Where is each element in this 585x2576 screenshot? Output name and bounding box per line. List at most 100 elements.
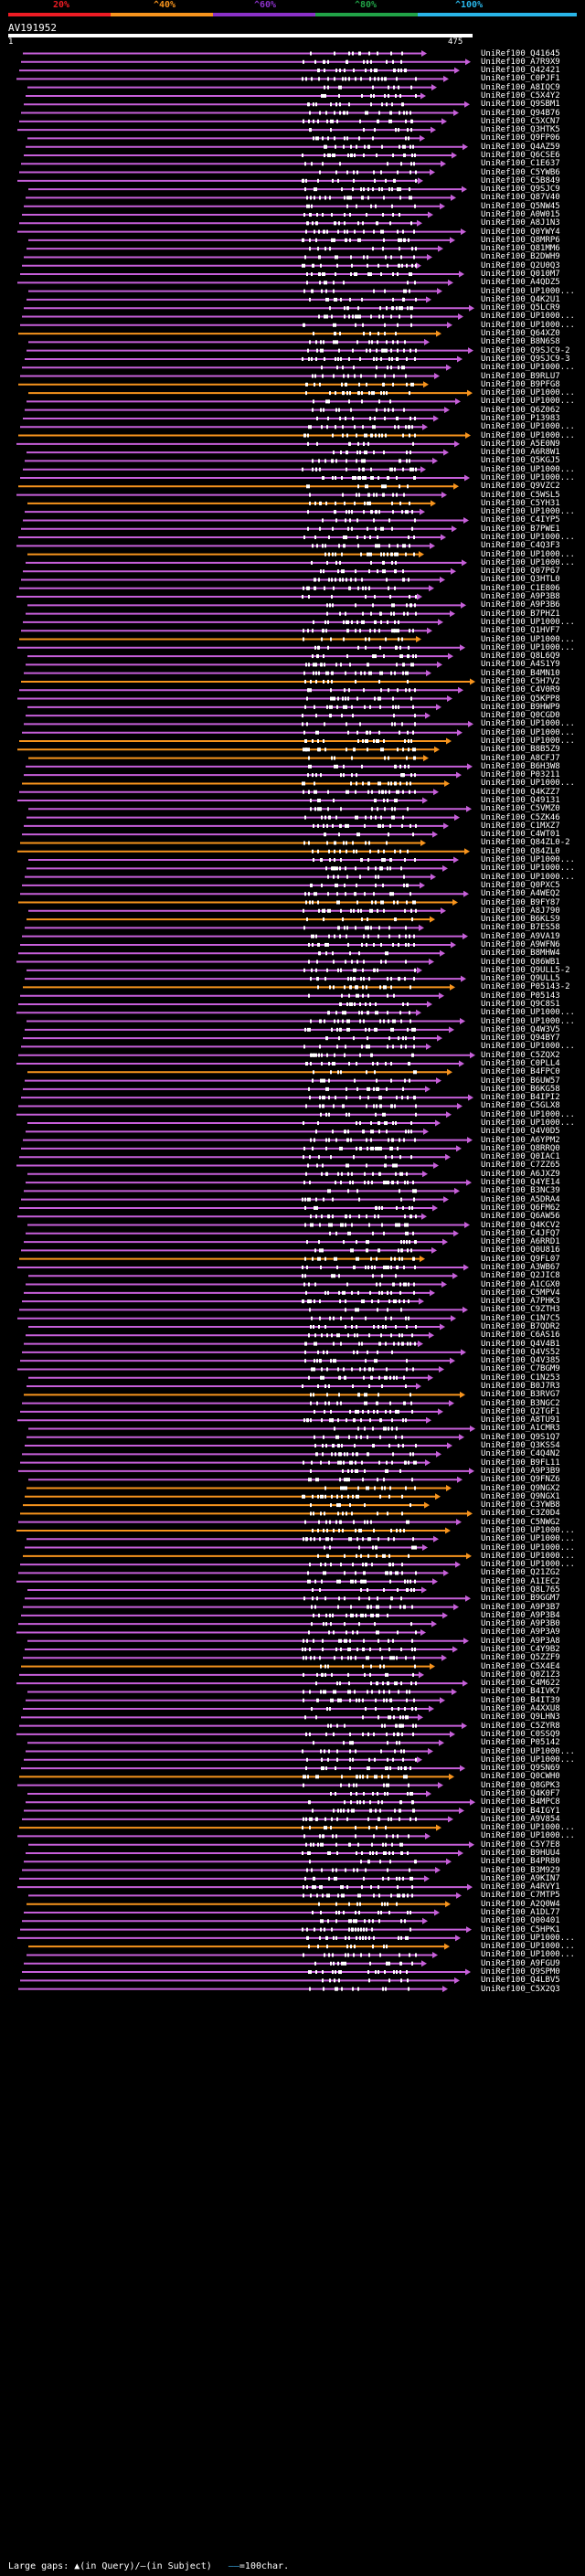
hit-link[interactable]: UniRef100_UP1000... (481, 1525, 575, 1535)
hit-link[interactable]: UniRef100_Q6AW56 (481, 1212, 560, 1222)
hit-link[interactable]: UniRef100_A9P3B6 (481, 600, 560, 610)
hit-link[interactable]: UniRef100_C5VMZ0 (481, 804, 560, 814)
hit-link[interactable]: UniRef100_Q0IAC1 (481, 1152, 560, 1162)
hit-link[interactable]: UniRef100_Q84ZL0 (481, 846, 560, 856)
hit-link[interactable]: UniRef100_Q2TGF1 (481, 1406, 560, 1416)
hit-link[interactable]: UniRef100_Q9FL07 (481, 1254, 560, 1264)
hit-link[interactable]: UniRef100_A9FGU9 (481, 1958, 560, 1968)
hit-link[interactable]: UniRef100_C7ZZ65 (481, 1161, 560, 1171)
hit-link[interactable]: UniRef100_UP1000... (481, 363, 575, 373)
hit-link[interactable]: UniRef100_Q9SJC9-3 (481, 354, 570, 364)
hit-link[interactable]: UniRef100_UP1000... (481, 1560, 575, 1570)
hit-link[interactable]: UniRef100_Q9SN69 (481, 1764, 560, 1774)
hit-link[interactable]: UniRef100_A1CMR3 (481, 1424, 560, 1434)
hit-link[interactable]: UniRef100_Q9FP06 (481, 133, 560, 143)
hit-link[interactable]: UniRef100_B6KG58 (481, 1084, 560, 1094)
hit-link[interactable]: UniRef100_C5ZK46 (481, 812, 560, 822)
hit-link[interactable]: UniRef100_C4IYP5 (481, 515, 560, 525)
hit-link[interactable]: UniRef100_C4JFQ7 (481, 1228, 560, 1238)
hit-link[interactable]: UniRef100_A4XXU8 (481, 1704, 560, 1714)
hit-link[interactable]: UniRef100_Q3KSS4 (481, 1441, 560, 1451)
hit-link[interactable]: UniRef100_C5X4E4 (481, 1661, 560, 1671)
hit-link[interactable]: UniRef100_C3Z0D4 (481, 1509, 560, 1519)
hit-link[interactable]: UniRef100_C4M622 (481, 1679, 560, 1689)
hit-link[interactable]: UniRef100_UP1000... (481, 872, 575, 882)
hit-link[interactable]: UniRef100_Q010M7 (481, 270, 560, 280)
hit-link[interactable]: UniRef100_C5H7V2 (481, 676, 560, 686)
hit-link[interactable]: UniRef100_Q9SJC9-2 (481, 345, 570, 355)
hit-link[interactable]: UniRef100_Q2U0Q3 (481, 260, 560, 270)
hit-link[interactable]: UniRef100_B4IGY1 (481, 1806, 560, 1816)
hit-link[interactable]: UniRef100_A4QDZ5 (481, 278, 560, 288)
hit-link[interactable]: UniRef100_UP1000... (481, 557, 575, 567)
hit-link[interactable]: UniRef100_Q41645 (481, 48, 560, 58)
hit-link[interactable]: UniRef100_A9P3A8 (481, 1636, 560, 1646)
hit-link[interactable]: UniRef100_Q0CGD0 (481, 711, 560, 721)
hit-link[interactable]: UniRef100_UP1000... (481, 286, 575, 296)
hit-link[interactable]: UniRef100_Q9LHN3 (481, 1712, 560, 1723)
hit-link[interactable]: UniRef100_Q4KCV2 (481, 1220, 560, 1230)
hit-link[interactable]: UniRef100_Q6FM62 (481, 1203, 560, 1213)
hit-link[interactable]: UniRef100_Q42421 (481, 66, 560, 76)
hit-link[interactable]: UniRef100_UP1000... (481, 473, 575, 482)
hit-link[interactable]: UniRef100_C5ZQX2 (481, 1050, 560, 1060)
hit-link[interactable]: UniRef100_Q87V40 (481, 193, 560, 203)
hit-link[interactable]: UniRef100_C5NWG2 (481, 1517, 560, 1527)
hit-link[interactable]: UniRef100_Q2JIC8 (481, 1271, 560, 1281)
hit-link[interactable]: UniRef100_A7R9X9 (481, 57, 560, 67)
hit-link[interactable]: UniRef100_UP1000... (481, 464, 575, 474)
hit-link[interactable]: UniRef100_B6KLS9 (481, 915, 560, 925)
hit-link[interactable]: UniRef100_UP1000... (481, 320, 575, 330)
hit-link[interactable]: UniRef100_UP1000... (481, 1118, 575, 1129)
hit-link[interactable]: UniRef100_B4MN10 (481, 668, 560, 678)
hit-link[interactable]: UniRef100_A9P3B9 (481, 1466, 560, 1476)
hit-link[interactable]: UniRef100_C5B849 (481, 175, 560, 186)
hit-link[interactable]: UniRef100_Q0PXC5 (481, 880, 560, 890)
hit-link[interactable]: UniRef100_C5Y7E8 (481, 1839, 560, 1850)
hit-link[interactable]: UniRef100_A7PHK3 (481, 1297, 560, 1307)
hit-link[interactable]: UniRef100_UP1000... (481, 1008, 575, 1018)
hit-link[interactable]: UniRef100_Q4V385 (481, 1356, 560, 1366)
hit-link[interactable]: UniRef100_B7PHZ1 (481, 609, 560, 619)
hit-link[interactable]: UniRef100_C4V0R9 (481, 685, 560, 695)
hit-link[interactable]: UniRef100_C1N7C5 (481, 1313, 560, 1323)
hit-link[interactable]: UniRef100_Q00401 (481, 1916, 560, 1926)
hit-link[interactable]: UniRef100_Q8GPK3 (481, 1780, 560, 1790)
hit-link[interactable]: UniRef100_Q4YE14 (481, 1178, 560, 1188)
hit-link[interactable]: UniRef100_A6YPM2 (481, 1135, 560, 1145)
hit-link[interactable]: UniRef100_A9VA19 (481, 931, 560, 941)
hit-link[interactable]: UniRef100_Q49131 (481, 796, 560, 806)
hit-link[interactable]: UniRef100_A9WFN6 (481, 939, 560, 949)
hit-link[interactable]: UniRef100_B9PFG8 (481, 379, 560, 389)
hit-link[interactable]: UniRef100_Q4VS52 (481, 1347, 560, 1357)
hit-link[interactable]: UniRef100_UP1000... (481, 1942, 575, 1952)
hit-link[interactable]: UniRef100_Q5LCR9 (481, 303, 560, 313)
hit-link[interactable]: UniRef100_C5YWB6 (481, 167, 560, 177)
hit-link[interactable]: UniRef100_B8N6S8 (481, 337, 560, 347)
hit-link[interactable]: UniRef100_A4WEQ2 (481, 889, 560, 899)
hit-link[interactable]: UniRef100_UP1000... (481, 312, 575, 322)
hit-link[interactable]: UniRef100_UP1000... (481, 1534, 575, 1544)
hit-link[interactable]: UniRef100_Q9NGX1 (481, 1491, 560, 1501)
hit-link[interactable]: UniRef100_Q86WB1 (481, 957, 560, 967)
hit-link[interactable]: UniRef100_Q5KPP8 (481, 694, 560, 704)
hit-link[interactable]: UniRef100_C3YWB8 (481, 1500, 560, 1511)
hit-link[interactable]: UniRef100_A9V854 (481, 1814, 560, 1824)
hit-link[interactable]: UniRef100_UP1000... (481, 736, 575, 746)
hit-link[interactable]: UniRef100_C0SSQ9 (481, 1729, 560, 1739)
hit-link[interactable]: UniRef100_B4IVK7 (481, 1687, 560, 1697)
hit-link[interactable]: UniRef100_UP1000... (481, 1042, 575, 1052)
hit-link[interactable]: UniRef100_A3WB67 (481, 1262, 560, 1272)
hit-link[interactable]: UniRef100_UP1000... (481, 1950, 575, 1960)
hit-link[interactable]: UniRef100_Q94BY7 (481, 1034, 560, 1044)
hit-link[interactable]: UniRef100_Q9S1Q7 (481, 1432, 560, 1442)
hit-link[interactable]: UniRef100_Q8L6Q9 (481, 652, 560, 662)
hit-link[interactable]: UniRef100_A0W015 (481, 210, 560, 219)
hit-link[interactable]: UniRef100_UP1000... (481, 1746, 575, 1756)
hit-link[interactable]: UniRef100_UP1000... (481, 864, 575, 874)
hit-link[interactable]: UniRef100_Q6CSE6 (481, 150, 560, 160)
hit-link[interactable]: UniRef100_Q4V0D5 (481, 1127, 560, 1137)
hit-link[interactable]: UniRef100_B3RVG7 (481, 1390, 560, 1400)
hit-link[interactable]: UniRef100_B7QDR2 (481, 1322, 560, 1331)
hit-link[interactable]: UniRef100_Q4K2U1 (481, 294, 560, 304)
